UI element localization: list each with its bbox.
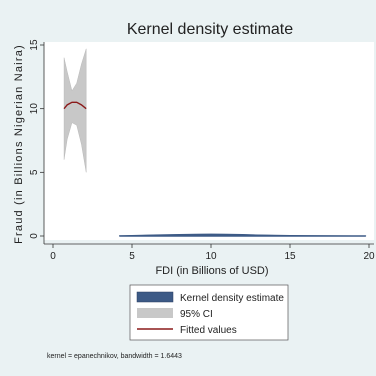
legend: Kernel density estimate 95% CI Fitted valu… (129, 284, 289, 341)
kernel-note: kernel = epanechnikov, bandwidth = 1.644… (47, 353, 182, 360)
legend-swatch-ci (137, 308, 173, 318)
y-tick-label: 5 (29, 169, 40, 175)
y-axis-label: Fraud (in Billions Nigerian Naira) (13, 44, 25, 244)
legend-label: 95% CI (180, 309, 213, 320)
chart-marks (63, 48, 367, 237)
y-tick-label: 10 (29, 103, 40, 115)
x-tick-label: 15 (284, 251, 296, 262)
plot-area (44, 42, 374, 240)
x-axis-label: FDI (in Billions of USD) (155, 265, 268, 277)
y-tick-label: 15 (29, 39, 40, 51)
legend-label: Fitted values (180, 325, 237, 336)
y-tick-label: 0 (29, 233, 40, 239)
x-tick-label: 5 (129, 251, 135, 262)
chart-axes: 0 5 10 15 20 0 5 10 15 (29, 39, 375, 262)
x-tick-label: 10 (205, 251, 217, 262)
ci-band (63, 48, 87, 173)
chart-title: Kernel density estimate (127, 21, 293, 38)
legend-label: Kernel density estimate (180, 293, 284, 304)
x-tick-label: 0 (50, 251, 56, 262)
x-tick-label: 20 (363, 251, 375, 262)
fitted-line (63, 101, 87, 110)
legend-swatch-kde (136, 291, 174, 303)
